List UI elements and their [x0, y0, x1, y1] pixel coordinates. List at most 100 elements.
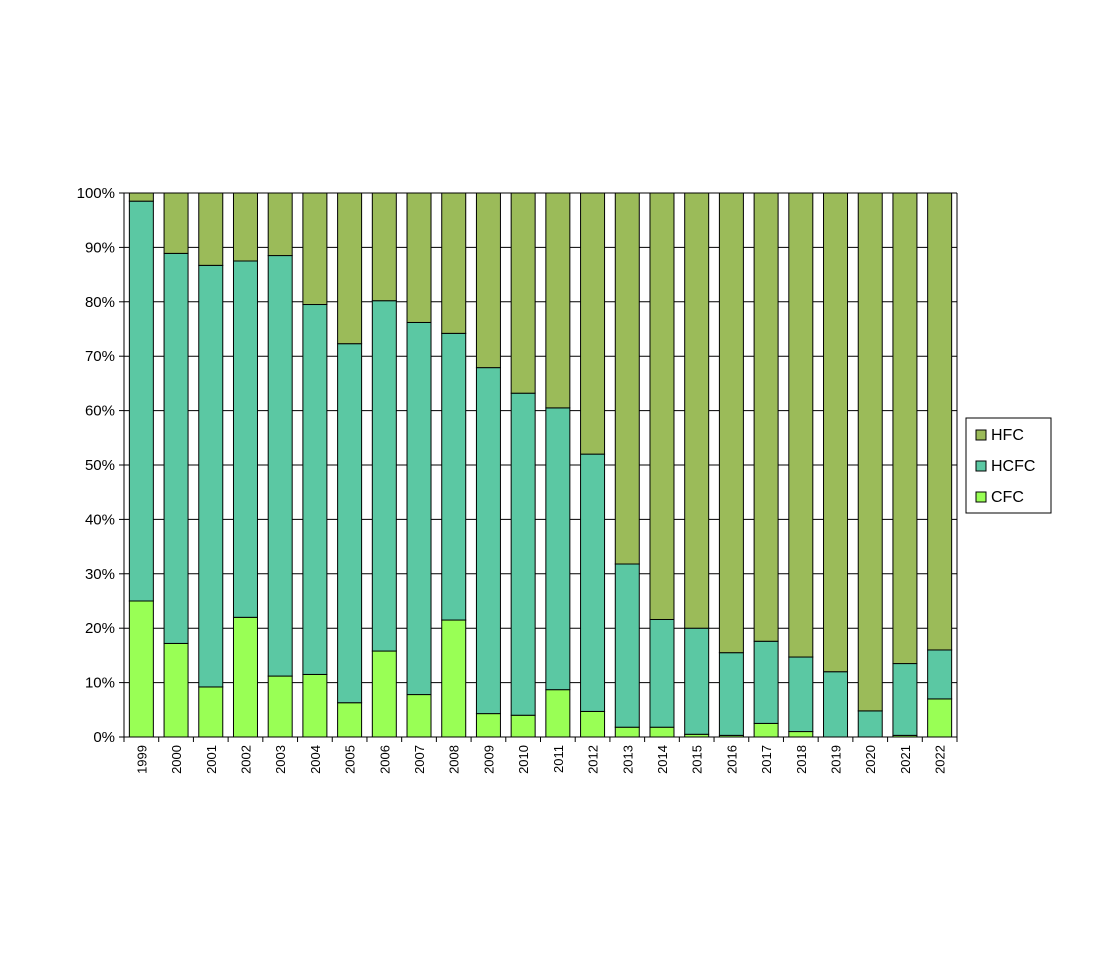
bar-cfc-2014 — [649, 726, 675, 738]
x-tick-label: 2019 — [829, 745, 844, 774]
bar-cfc-2017 — [753, 722, 779, 738]
bar-hcfc-2006 — [371, 300, 397, 652]
bar-hcfc-2015 — [684, 627, 710, 735]
bar-hfc-2001 — [198, 192, 224, 266]
bar-cfc-1999 — [128, 600, 154, 738]
bar-hcfc-2011 — [545, 407, 571, 691]
bar-cfc-2013 — [614, 726, 640, 738]
y-tick-label: 60% — [85, 403, 115, 420]
bar-hcfc-2008 — [441, 332, 467, 621]
bar-hfc-2011 — [545, 192, 571, 409]
bar-hfc-2009 — [475, 192, 501, 369]
bar-hcfc-2007 — [406, 321, 432, 696]
bar-hcfc-2013 — [614, 563, 640, 728]
bar-cfc-2007 — [406, 694, 432, 738]
bar-cfc-2010 — [510, 714, 536, 738]
x-tick-label: 2014 — [655, 745, 670, 774]
bar-cfc-2009 — [475, 713, 501, 738]
x-tick-label: 2002 — [238, 745, 253, 774]
bar-cfc-2018 — [788, 731, 814, 738]
bar-cfc-2003 — [267, 675, 293, 738]
bar-hfc-2014 — [649, 192, 675, 620]
bar-hfc-2022 — [927, 192, 953, 651]
bar-cfc-2022 — [927, 698, 953, 738]
bar-hfc-2013 — [614, 192, 640, 565]
y-tick-label: 30% — [85, 566, 115, 583]
bar-cfc-2012 — [580, 710, 606, 738]
y-tick-label: 0% — [93, 729, 115, 746]
bar-cfc-2011 — [545, 689, 571, 738]
bars — [128, 192, 953, 738]
bar-hcfc-2021 — [892, 663, 918, 736]
bar-hfc-1999 — [128, 192, 154, 202]
y-tick-label: 40% — [85, 511, 115, 528]
legend-label-hcfc: HCFC — [991, 458, 1035, 475]
bar-hfc-2015 — [684, 192, 710, 629]
bar-cfc-2002 — [232, 616, 258, 738]
bar-hcfc-2014 — [649, 618, 675, 728]
x-tick-label: 2022 — [933, 745, 948, 774]
bar-cfc-2000 — [163, 642, 189, 738]
bar-hfc-2021 — [892, 192, 918, 665]
x-tick-label: 2017 — [759, 745, 774, 774]
x-tick-label: 2007 — [412, 745, 427, 774]
bar-hfc-2000 — [163, 192, 189, 254]
bar-hfc-2002 — [232, 192, 258, 262]
bar-hcfc-2012 — [580, 453, 606, 712]
bar-hfc-2003 — [267, 192, 293, 257]
bar-hcfc-2022 — [927, 649, 953, 700]
x-tick-label: 2009 — [481, 745, 496, 774]
bar-hfc-2004 — [302, 192, 328, 306]
y-tick-label: 50% — [85, 457, 115, 474]
bar-hcfc-2003 — [267, 255, 293, 677]
bar-hfc-2020 — [857, 192, 883, 712]
legend-label-cfc: CFC — [991, 489, 1024, 506]
bar-hcfc-2019 — [823, 671, 849, 738]
x-tick-label: 2020 — [863, 745, 878, 774]
legend-swatch-cfc — [975, 491, 987, 503]
bar-hfc-2017 — [753, 192, 779, 642]
x-tick-label: 2011 — [551, 745, 566, 773]
x-axis-ticks: 1999 2000 2001 2002 2003 2004 2005 2006 2007 2008… — [123, 737, 958, 774]
bar-hcfc-2010 — [510, 392, 536, 716]
bar-hcfc-2018 — [788, 656, 814, 733]
y-tick-label: 100% — [77, 185, 115, 202]
bar-hfc-2018 — [788, 192, 814, 658]
bar-hfc-2019 — [823, 192, 849, 673]
x-tick-label: 2008 — [447, 745, 462, 774]
bar-hcfc-2000 — [163, 252, 189, 644]
legend-swatch-hfc — [975, 429, 987, 441]
y-tick-label: 70% — [85, 348, 115, 365]
y-tick-label: 10% — [85, 675, 115, 692]
x-tick-label: 2021 — [898, 745, 913, 774]
x-tick-label: 2000 — [169, 745, 184, 774]
bar-cfc-2004 — [302, 673, 328, 738]
x-tick-label: 2006 — [377, 745, 392, 774]
x-tick-label: 2003 — [273, 745, 288, 774]
x-tick-label: 2015 — [690, 745, 705, 774]
x-tick-label: 2005 — [343, 745, 358, 774]
legend-label-hfc: HFC — [991, 427, 1024, 444]
gridlines — [124, 192, 957, 738]
x-tick-label: 2016 — [724, 745, 739, 774]
y-tick-label: 20% — [85, 620, 115, 637]
bar-hfc-2006 — [371, 192, 397, 302]
bar-hcfc-2002 — [232, 260, 258, 618]
bar-hcfc-2001 — [198, 264, 224, 688]
bar-hfc-2016 — [718, 192, 744, 654]
x-tick-label: 1999 — [134, 745, 149, 774]
bar-hfc-2007 — [406, 192, 432, 323]
bar-cfc-2005 — [337, 702, 363, 738]
bar-hfc-2012 — [580, 192, 606, 455]
bar-hcfc-1999 — [128, 200, 154, 602]
bar-hcfc-2004 — [302, 304, 328, 675]
bar-hfc-2008 — [441, 192, 467, 334]
x-tick-label: 2001 — [204, 745, 219, 774]
y-tick-label: 80% — [85, 294, 115, 311]
x-tick-label: 2018 — [794, 745, 809, 774]
legend-swatch-hcfc — [975, 460, 987, 472]
bar-hcfc-2009 — [475, 367, 501, 715]
x-tick-label: 2010 — [516, 745, 531, 774]
bar-cfc-2001 — [198, 686, 224, 738]
